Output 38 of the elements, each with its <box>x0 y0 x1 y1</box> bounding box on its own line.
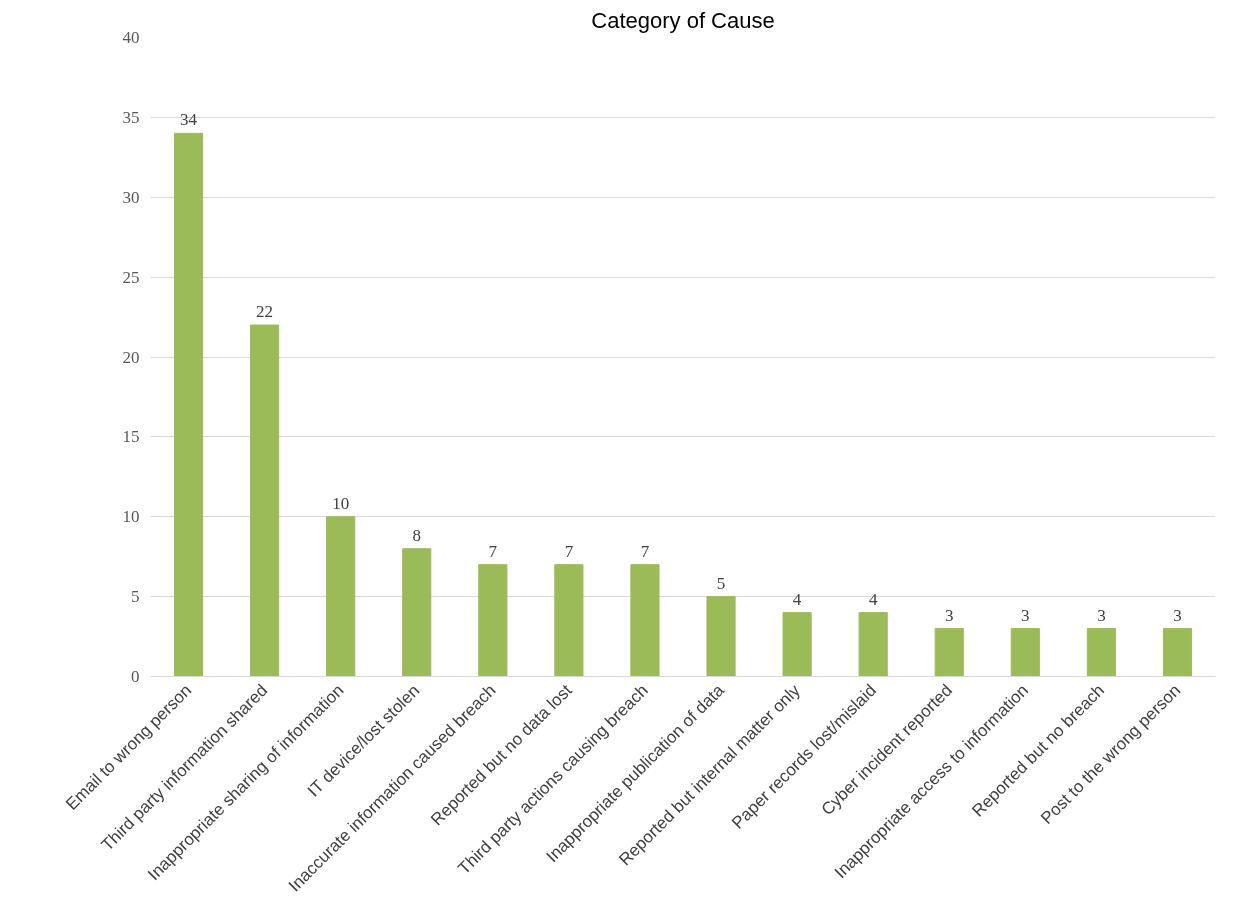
y-tick-label: 0 <box>131 667 140 686</box>
y-tick-label: 5 <box>131 587 140 607</box>
y-tick-label: 40 <box>122 28 140 47</box>
data-label: 3 <box>1097 605 1106 625</box>
bar <box>1086 628 1116 677</box>
bar <box>173 132 204 677</box>
y-tick-label: 30 <box>122 187 140 207</box>
data-label: 7 <box>564 541 574 561</box>
bar <box>706 596 736 677</box>
data-label: 7 <box>488 541 498 561</box>
y-tick-label: 20 <box>122 347 140 367</box>
data-label: 8 <box>412 525 421 545</box>
data-label: 3 <box>945 605 954 625</box>
data-label: 5 <box>716 573 726 593</box>
data-label: 7 <box>640 541 650 561</box>
data-label: 22 <box>256 302 274 322</box>
y-tick-label: 15 <box>122 427 140 447</box>
data-label: 3 <box>1021 605 1030 625</box>
bar <box>1010 628 1040 677</box>
bar <box>1162 628 1193 677</box>
bar <box>250 324 280 677</box>
data-label: 34 <box>180 110 198 130</box>
y-tick-label: 10 <box>122 507 140 527</box>
bar <box>326 516 356 677</box>
chart-title: Category of Cause <box>591 7 775 33</box>
bar <box>630 564 660 677</box>
bar <box>478 564 508 677</box>
bar <box>782 612 812 677</box>
bar <box>402 548 432 677</box>
data-label: 4 <box>868 589 878 609</box>
y-tick-label: 35 <box>122 107 140 127</box>
data-label: 3 <box>1173 605 1182 625</box>
bar <box>858 612 888 677</box>
bar <box>554 564 584 677</box>
bar <box>934 628 964 677</box>
data-label: 10 <box>332 493 350 513</box>
y-tick-label: 25 <box>122 267 140 287</box>
data-label: 4 <box>792 589 802 609</box>
